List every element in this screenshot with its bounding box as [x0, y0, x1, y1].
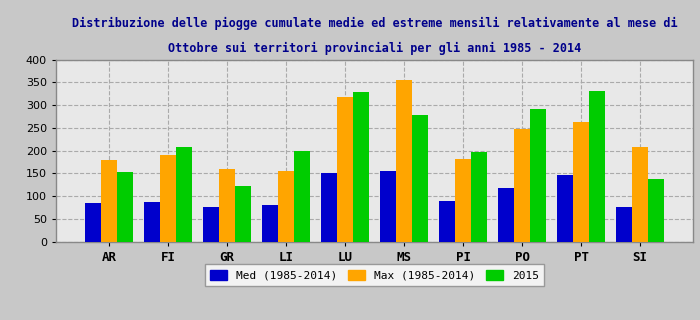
- Bar: [498, 188, 514, 242]
- Bar: [353, 92, 369, 242]
- Bar: [262, 205, 278, 242]
- Bar: [176, 148, 192, 242]
- Text: Ottobre sui territori provinciali per gli anni 1985 - 2014: Ottobre sui territori provinciali per gl…: [168, 42, 581, 55]
- Bar: [101, 160, 117, 242]
- Bar: [412, 115, 428, 242]
- Bar: [632, 148, 648, 242]
- Bar: [557, 175, 573, 242]
- Bar: [219, 169, 235, 242]
- Bar: [455, 159, 471, 242]
- Bar: [203, 206, 219, 242]
- Bar: [530, 109, 546, 242]
- Bar: [337, 97, 353, 242]
- Legend: Med (1985-2014), Max (1985-2014), 2015: Med (1985-2014), Max (1985-2014), 2015: [204, 264, 545, 286]
- Bar: [321, 173, 337, 242]
- Bar: [573, 122, 589, 242]
- Bar: [439, 201, 455, 242]
- Bar: [471, 152, 487, 242]
- Bar: [117, 172, 133, 242]
- Bar: [589, 92, 605, 242]
- Bar: [294, 151, 310, 242]
- Bar: [514, 129, 530, 242]
- Bar: [380, 171, 396, 242]
- Text: Distribuzione delle piogge cumulate medie ed estreme mensili relativamente al me: Distribuzione delle piogge cumulate medi…: [71, 16, 678, 29]
- Bar: [648, 179, 664, 242]
- Bar: [85, 203, 101, 242]
- Bar: [235, 186, 251, 242]
- Bar: [160, 155, 176, 242]
- Bar: [278, 171, 294, 242]
- Bar: [144, 202, 160, 242]
- Bar: [396, 80, 412, 242]
- Bar: [616, 207, 632, 242]
